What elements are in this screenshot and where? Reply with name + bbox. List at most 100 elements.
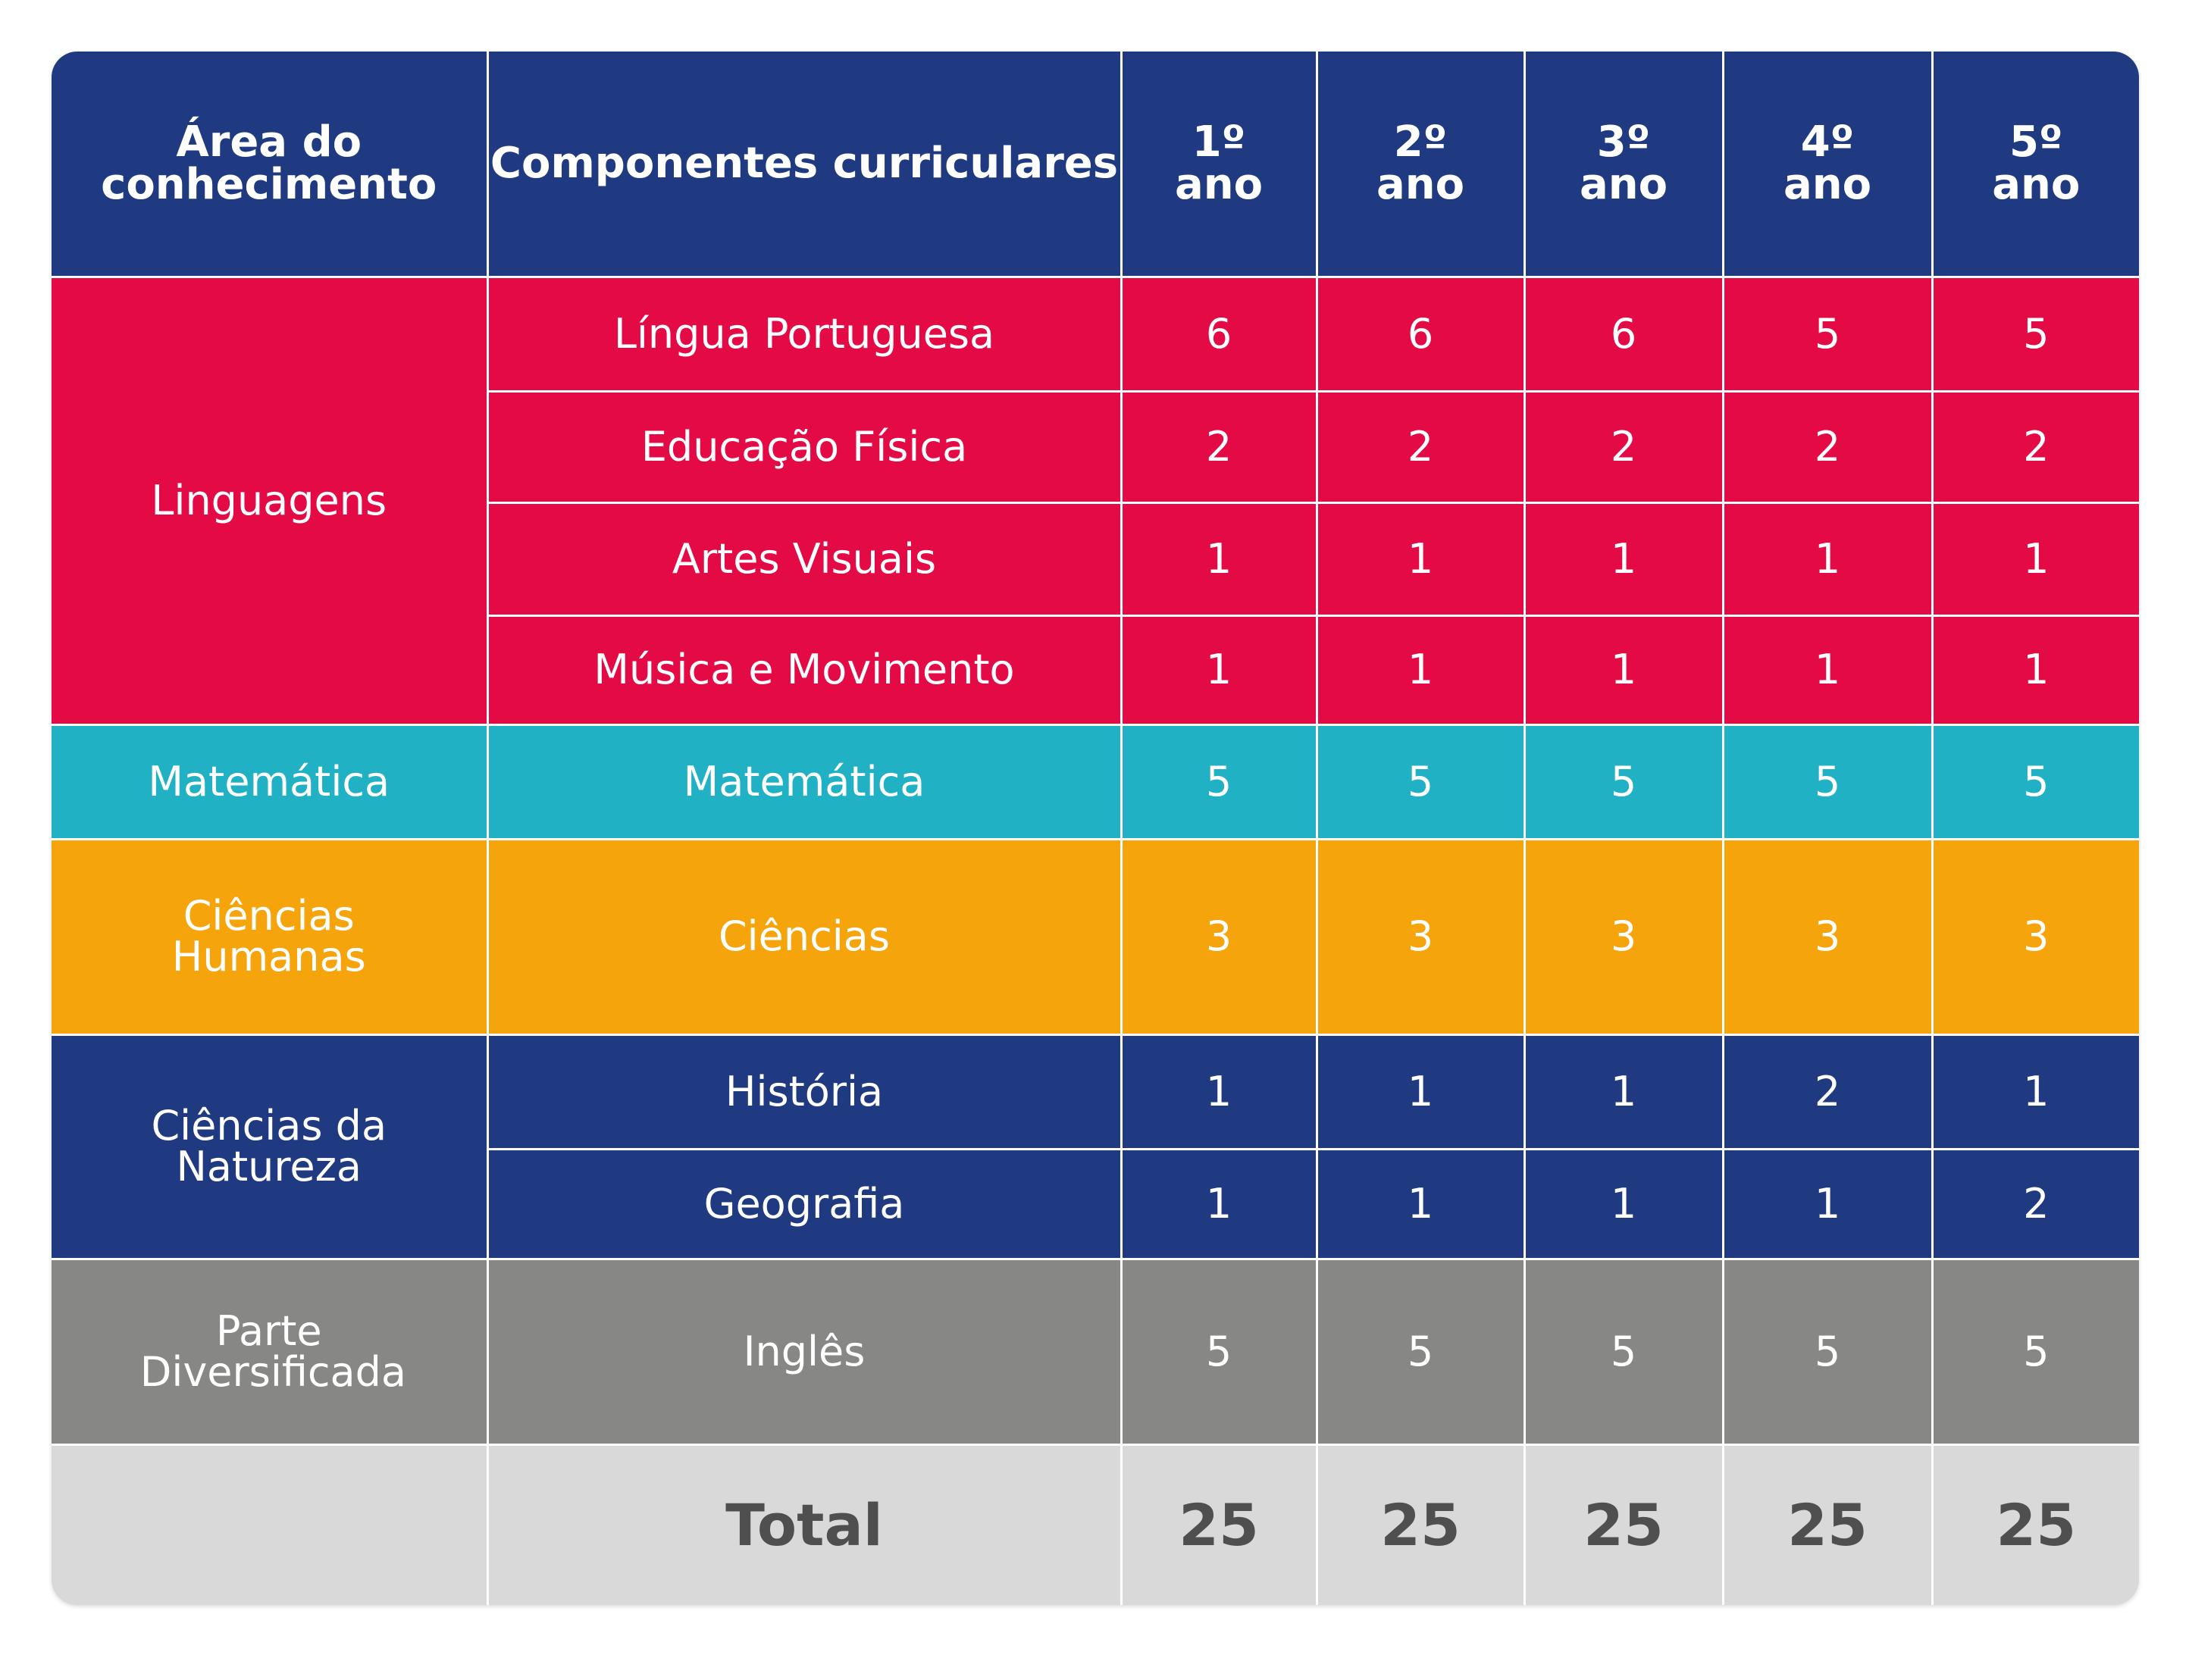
value-cell-text: 1 (1407, 534, 1434, 583)
table: Área do conhecimento Componentes curricul… (52, 52, 2139, 1605)
total-label-text: Total (725, 1491, 883, 1559)
value-cell-text: 3 (1814, 912, 1841, 960)
value-cell: 2 (1120, 389, 1318, 504)
value-cell-text: 5 (2023, 757, 2050, 806)
value-cell: 1 (1120, 1147, 1318, 1260)
value-cell-text: 1 (1610, 1067, 1637, 1115)
component-cell: Inglês (486, 1257, 1123, 1446)
area-cell: Ciências Humanas (52, 837, 489, 1036)
value-cell-text: 2 (1205, 422, 1232, 471)
component-cell: Geografia (487, 1147, 1123, 1260)
table-row: Educação Física 2 2 2 2 2 (52, 389, 2139, 504)
value-cell: 3 (1931, 837, 2139, 1036)
value-cell-text: 5 (1205, 1327, 1232, 1375)
value-cell: 2 (1721, 1033, 1934, 1150)
component-cell: Ciências (486, 837, 1123, 1036)
schedule-table: Área do conhecimento Componentes curricul… (52, 52, 2139, 1605)
table-row: Matemática Matemática 5 5 5 5 5 (52, 723, 2139, 840)
value-cell: 1 (1120, 501, 1318, 617)
value-cell-text: 5 (1814, 309, 1841, 358)
value-cell: 6 (1523, 275, 1724, 393)
total-value: 25 (1721, 1443, 1934, 1605)
total-value-text: 25 (1179, 1491, 1259, 1559)
value-cell-text: 5 (1610, 1327, 1637, 1375)
value-cell-text: 2 (1610, 422, 1637, 471)
value-cell: 1 (1315, 501, 1526, 617)
component-cell-text: Língua Portuguesa (613, 309, 995, 358)
value-cell: 5 (1120, 723, 1318, 840)
value-cell-text: 2 (1407, 422, 1434, 471)
value-cell-text: 1 (1610, 646, 1637, 693)
value-cell-text: 5 (1407, 1327, 1434, 1375)
value-cell: 1 (1315, 1147, 1526, 1260)
value-cell-text: 2 (2023, 1179, 2050, 1228)
value-cell: 5 (1523, 1257, 1724, 1446)
column-header: Área do conhecimento (52, 52, 489, 278)
value-cell: 1 (1931, 614, 2139, 726)
component-cell: História (486, 1033, 1123, 1150)
value-cell: 1 (1523, 614, 1724, 726)
component-cell-text: Artes Visuais (672, 534, 937, 583)
value-cell: 5 (1315, 723, 1526, 840)
value-cell: 5 (1931, 1257, 2139, 1446)
component-cell: Língua Portuguesa (486, 275, 1123, 393)
component-cell: Matemática (486, 723, 1123, 840)
value-cell: 6 (1315, 275, 1526, 393)
value-cell-text: 1 (1610, 1179, 1637, 1228)
value-cell: 1 (1315, 1033, 1526, 1150)
value-cell-text: 5 (2023, 309, 2050, 358)
year-header-text: 1º ano (1174, 117, 1264, 209)
total-value: 25 (1120, 1443, 1318, 1605)
total-value: 25 (1931, 1443, 2139, 1605)
column-header-text: Área do conhecimento (101, 117, 437, 209)
component-cell-text: Geografia (703, 1179, 905, 1228)
year-header: 1º ano (1120, 52, 1318, 278)
value-cell-text: 2 (2023, 422, 2050, 471)
value-cell: 1 (1721, 614, 1934, 726)
area-cell: Linguagens (52, 275, 489, 726)
component-cell-text: História (725, 1067, 884, 1115)
value-cell: 1 (1523, 1033, 1724, 1150)
value-cell: 3 (1315, 837, 1526, 1036)
component-cell: Música e Movimento (487, 614, 1123, 726)
value-cell: 6 (1120, 275, 1318, 393)
column-header-text: Componentes curriculares (490, 138, 1119, 188)
year-header-text: 2º ano (1376, 117, 1465, 209)
year-header: 3º ano (1523, 52, 1724, 278)
total-value-text: 25 (1583, 1491, 1664, 1559)
area-cell-text: Ciências da Natureza (151, 1102, 387, 1190)
value-cell: 3 (1120, 837, 1318, 1036)
value-cell-text: 1 (2023, 534, 2050, 583)
value-cell: 5 (1931, 275, 2139, 393)
value-cell-text: 5 (1407, 757, 1434, 806)
value-cell-text: 1 (1205, 1179, 1232, 1228)
value-cell: 1 (1523, 1147, 1724, 1260)
table-row: Parte Diversificada Inglês 5 5 5 5 5 (52, 1257, 2139, 1446)
year-header-text: 4º ano (1783, 117, 1872, 209)
component-cell-text: Música e Movimento (593, 646, 1015, 693)
table-row: Ciências Humanas Ciências 3 3 3 3 3 (52, 837, 2139, 1036)
component-cell-text: Matemática (683, 757, 925, 806)
value-cell: 5 (1721, 1257, 1934, 1446)
value-cell: 2 (1931, 1147, 2139, 1260)
value-cell: 5 (1931, 723, 2139, 840)
value-cell-text: 3 (2023, 912, 2050, 960)
value-cell-text: 1 (1407, 646, 1434, 693)
value-cell: 1 (1120, 1033, 1318, 1150)
value-cell: 2 (1523, 389, 1724, 504)
total-value: 25 (1315, 1443, 1526, 1605)
area-cell: Matemática (52, 723, 489, 840)
value-cell-text: 1 (1814, 646, 1841, 693)
table-row: Ciências da Natureza História 1 1 1 2 1 (52, 1033, 2139, 1260)
empty-cell (52, 1443, 489, 1605)
value-cell: 3 (1721, 837, 1934, 1036)
total-value: 25 (1523, 1443, 1724, 1605)
component-cell-text: Ciências (718, 912, 891, 960)
value-cell-text: 6 (1610, 309, 1637, 358)
table-row: Artes Visuais 1 1 1 1 1 (52, 501, 2139, 617)
value-cell-text: 1 (1205, 646, 1232, 693)
value-cell: 5 (1721, 723, 1934, 840)
table-row: Linguagens Língua Portuguesa 6 6 6 5 5 (52, 275, 2139, 726)
table-row: Área do conhecimento Componentes curricul… (52, 52, 2139, 278)
value-cell-text: 5 (1205, 757, 1232, 806)
